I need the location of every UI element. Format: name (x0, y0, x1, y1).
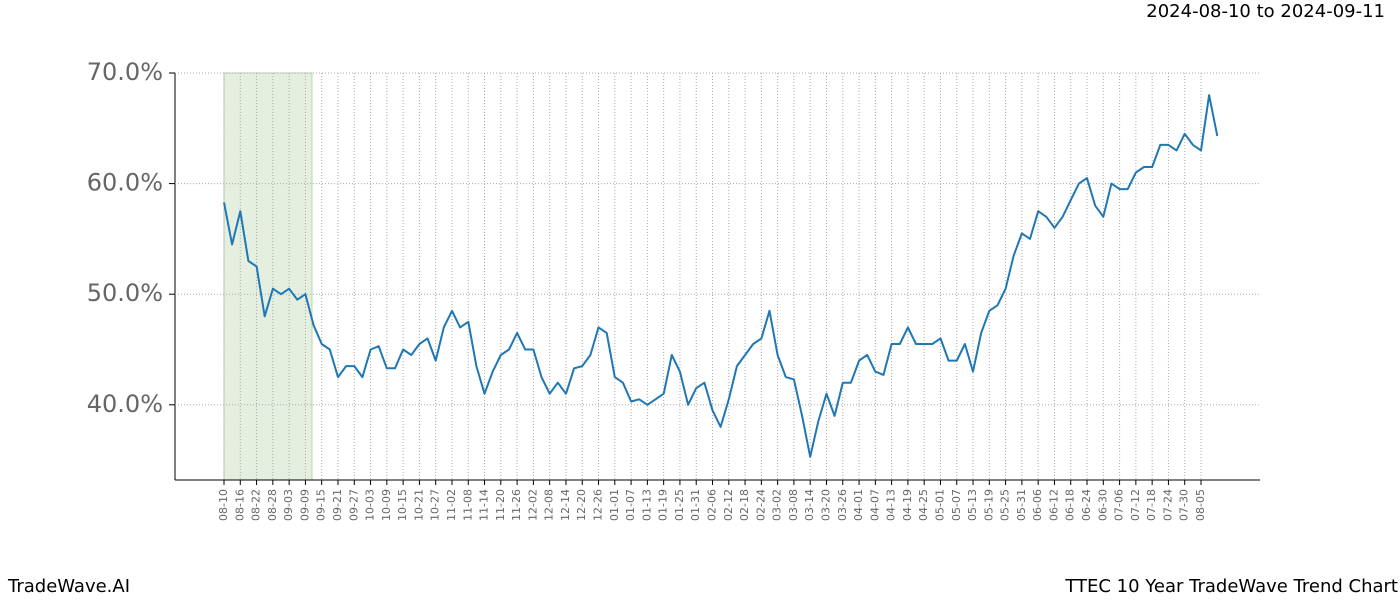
highlight-window (223, 72, 313, 481)
x-tick-label: 12-26 (592, 489, 605, 521)
x-tick-label: 11-14 (478, 489, 491, 521)
x-tick-label: 08-22 (250, 489, 263, 521)
chart-title: TTEC 10 Year TradeWave Trend Chart (1064, 576, 1398, 597)
x-tick-label: 04-25 (917, 489, 930, 521)
x-tick-label: 06-12 (1047, 489, 1060, 521)
y-tick-label: 70.0% (87, 58, 163, 86)
x-tick-label: 09-15 (315, 489, 328, 521)
x-tick-label: 03-14 (803, 489, 816, 521)
x-tick-label: 01-19 (657, 489, 670, 521)
x-tick-label: 06-18 (1064, 489, 1077, 521)
x-tick-label: 01-07 (624, 489, 637, 521)
x-tick-label: 11-20 (494, 489, 507, 521)
x-tick-label: 02-24 (754, 489, 767, 521)
x-tick-label: 03-02 (771, 489, 784, 521)
x-tick-label: 04-07 (868, 489, 881, 521)
x-tick-label: 05-19 (982, 489, 995, 521)
x-tick-label: 09-21 (331, 489, 344, 521)
x-tick-label: 10-27 (429, 489, 442, 521)
x-tick-label: 06-06 (1031, 489, 1044, 521)
x-tick-label: 01-25 (673, 489, 686, 521)
x-tick-label: 02-12 (722, 489, 735, 521)
y-tick-label: 40.0% (87, 390, 163, 418)
x-tick-label: 07-24 (1161, 489, 1174, 521)
x-tick-label: 08-10 (217, 489, 230, 521)
x-tick-label: 08-28 (266, 489, 279, 521)
x-tick-label: 10-21 (412, 489, 425, 521)
x-tick-label: 07-18 (1145, 489, 1158, 521)
x-tick-label: 05-31 (1015, 489, 1028, 521)
x-tick-label: 05-13 (966, 489, 979, 521)
x-tick-label: 07-12 (1129, 489, 1142, 521)
x-tick-label: 06-30 (1096, 489, 1109, 521)
x-tick-label: 04-13 (885, 489, 898, 521)
x-tick-label: 07-30 (1178, 489, 1191, 521)
date-range: 2024-08-10 to 2024-09-11 (1146, 1, 1385, 22)
x-tick-label: 02-06 (706, 489, 719, 521)
x-tick-label: 05-07 (950, 489, 963, 521)
x-tick-label: 07-06 (1113, 489, 1126, 521)
x-tick-label: 10-09 (380, 489, 393, 521)
x-tick-label: 11-02 (445, 489, 458, 521)
y-tick-label: 50.0% (87, 279, 163, 307)
x-tick-label: 05-01 (933, 489, 946, 521)
x-tick-label: 06-24 (1080, 489, 1093, 521)
x-tick-label: 12-08 (543, 489, 556, 521)
x-tick-label: 08-16 (233, 489, 246, 521)
x-tick-label: 08-05 (1194, 489, 1207, 521)
x-tick-label: 09-09 (298, 489, 311, 521)
x-tick-label: 09-03 (282, 489, 295, 521)
y-tick-label: 60.0% (87, 169, 163, 197)
x-tick-label: 12-14 (559, 489, 572, 521)
trend-line (223, 94, 1219, 458)
x-tick-label: 04-19 (901, 489, 914, 521)
x-tick-label: 12-20 (575, 489, 588, 521)
x-tick-label: 10-15 (396, 489, 409, 521)
x-tick-label: 01-01 (608, 489, 621, 521)
x-tick-label: 03-08 (787, 489, 800, 521)
x-tick-label: 01-13 (640, 489, 653, 521)
brand: TradeWave.AI (7, 576, 130, 597)
x-tick-label: 03-20 (819, 489, 832, 521)
x-tick-label: 10-03 (364, 489, 377, 521)
x-tick-label: 01-31 (689, 489, 702, 521)
x-tick-label: 09-27 (347, 489, 360, 521)
x-tick-label: 04-01 (852, 489, 865, 521)
x-tick-label: 05-25 (999, 489, 1012, 521)
x-tick-label: 11-08 (461, 489, 474, 521)
x-tick-label: 11-26 (510, 489, 523, 521)
x-tick-label: 12-02 (526, 489, 539, 521)
x-tick-label: 02-18 (738, 489, 751, 521)
x-tick-label: 03-26 (836, 489, 849, 521)
